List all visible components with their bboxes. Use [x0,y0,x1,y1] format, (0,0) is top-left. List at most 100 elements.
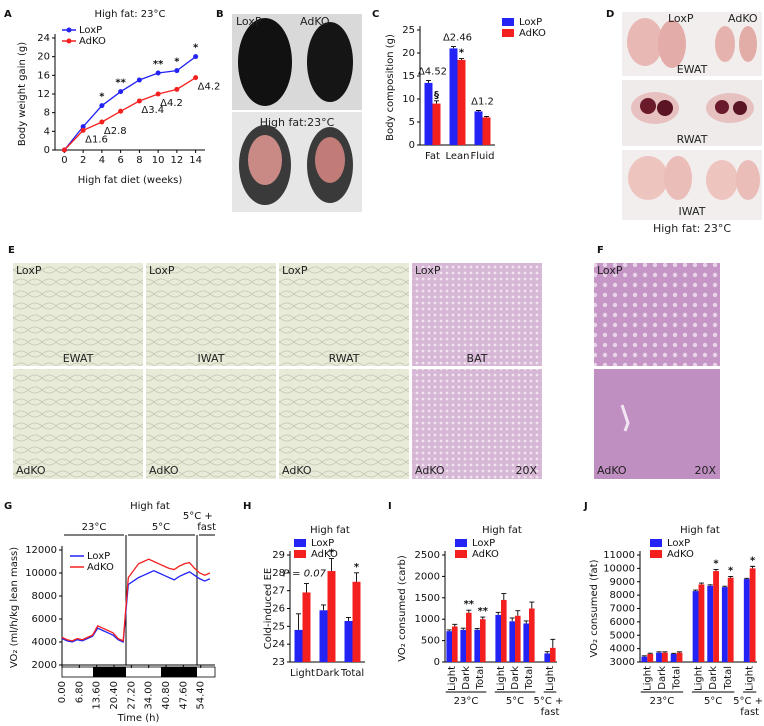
error-bar [523,620,529,624]
delta-label: Δ4.52 [418,67,447,78]
y-tick-label: 20 [37,52,50,63]
x-tick-label: 14 [189,155,202,166]
photo-label: AdKO [282,464,312,477]
y-tick-label: 20 [402,48,415,59]
mouse [307,22,353,102]
x-tick-label: Dark [510,666,521,690]
bar [713,571,719,662]
bar [501,599,507,662]
error-bar [676,651,682,653]
x-tick-label: Total [340,668,364,679]
x-tick-label: 47.60 [178,681,189,710]
error-bar [466,609,472,613]
x-tick-label: Light [642,666,653,691]
data-point [80,127,86,133]
bar [446,631,452,662]
error-bar [662,651,668,653]
y-axis-label: Body weight gain (g) [17,42,28,146]
x-tick-label: 6 [117,155,123,166]
group-label: 5°C [704,696,722,707]
legend-label: LoxP [667,538,690,549]
significance: * [728,565,734,576]
y-tick-label: 4 [44,126,50,137]
group-label: 23°C [454,696,479,707]
vessel [620,404,630,432]
legend-swatch [650,550,662,558]
dissection [248,135,282,185]
x-tick-label: Light [694,666,705,691]
y-tick-label: 24 [37,33,50,44]
chart-title: High fat: 23°C [95,9,166,20]
photo-label: LoxP [415,264,441,277]
y-tick-label: 6000 [610,617,635,628]
data-point [174,86,180,92]
histology [412,369,542,479]
legend-label: LoxP [472,538,495,549]
error-bar [460,627,466,630]
bar [460,629,466,662]
y-tick-label: 5 [409,117,415,128]
error-bar [474,628,480,630]
error-bar [480,616,486,620]
photo-label: LoxP [597,264,623,277]
y-tick-label: 9000 [610,577,635,588]
x-tick-label: Light [545,666,556,691]
y-tick-label: 7000 [610,604,635,615]
significance: ** [153,59,164,70]
error-bar [434,100,439,104]
error-bar [750,565,756,569]
panel-letter: D [606,9,614,20]
data-point [99,103,105,109]
error-bar [707,584,713,586]
tissue-label: RWAT [329,352,360,365]
x-tick-label: Total [723,666,734,690]
period-label: 5°C [152,522,170,533]
dissection [315,137,345,183]
error-bar [459,58,464,60]
error-bar [529,601,535,609]
photo-label: AdKO [16,464,46,477]
histology [412,263,542,366]
x-tick-label: 54.40 [196,681,207,710]
legend-swatch [455,539,467,547]
error-bar [693,589,699,592]
chart-title: High fat [130,501,170,512]
x-tick-label: Dark [657,666,668,690]
significance: * [329,548,335,559]
bar [424,82,433,145]
error-bar [515,610,521,616]
y-axis-label: VO₂ consumed (carb) [397,555,408,662]
x-tick-label: 20.40 [109,681,120,710]
photo-panel-b: B LoxP AdKO High fat:23°C [216,9,362,212]
y-tick-label: 2000 [32,660,57,671]
bar [466,612,472,662]
y-tick-label: 10 [402,94,415,105]
photo-label: AdKO [415,464,445,477]
error-bar [495,611,501,615]
data-point [99,119,105,125]
legend-label: LoxP [519,17,542,28]
x-tick-label: Light [745,666,756,691]
bar [449,48,458,145]
legend-label: AdKO [311,549,338,560]
dark-period [93,667,126,677]
x-tick-label: 27.20 [126,681,137,710]
photo-panel-d: D LoxP AdKO EWAT RWAT IWAT High fat: 23°… [606,9,762,235]
tissue-label: RWAT [677,133,708,146]
x-tick-label: Dark [316,668,340,679]
panel-letter: H [243,501,251,512]
error-bar [544,651,550,654]
x-tick-label: Fluid [471,151,495,162]
error-bar [354,572,359,582]
bar [352,581,361,662]
x-tick-label: Total [475,666,486,690]
y-tick-label: 1500 [415,593,440,604]
light-period [61,666,216,678]
y-tick-label: 1000 [415,614,440,625]
kidney [657,100,673,116]
delta-label: Δ4.2 [160,98,183,109]
legend-swatch [502,29,514,37]
error-bar [713,568,719,572]
